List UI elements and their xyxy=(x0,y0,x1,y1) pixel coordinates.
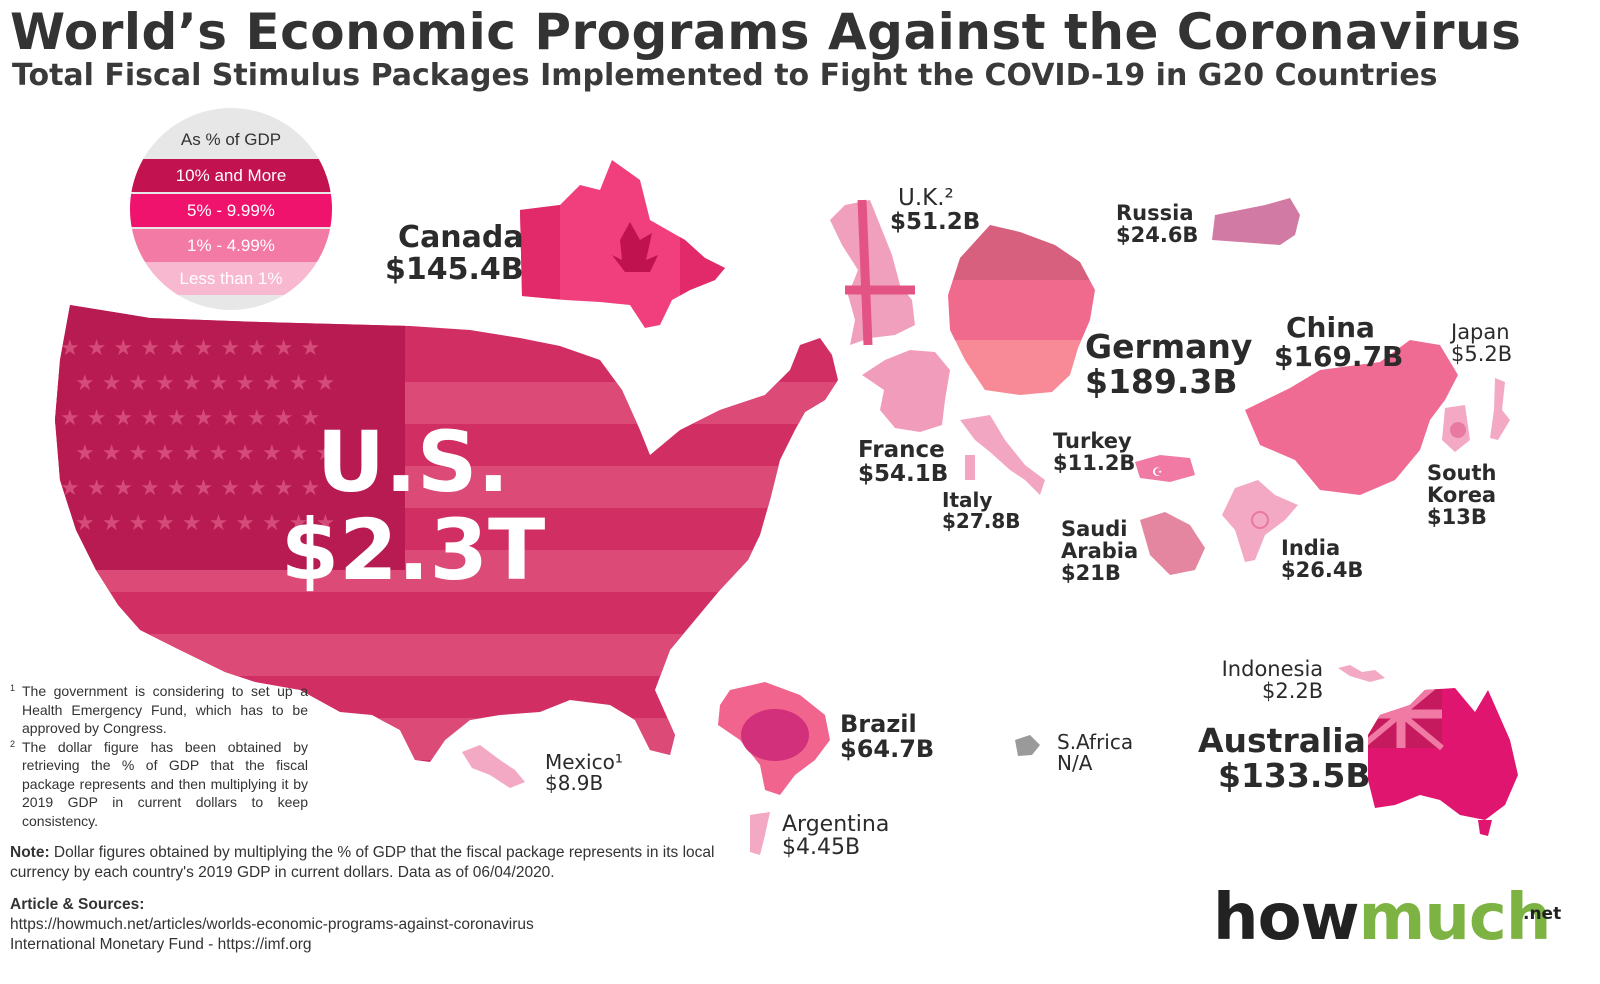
legend-title: As % of GDP xyxy=(180,130,282,149)
indonesia-shape xyxy=(1338,665,1385,682)
label-france: France $54.1B xyxy=(858,437,949,488)
legend-item-5-10: 5% - 9.99% xyxy=(130,194,332,227)
sardinia-shape xyxy=(965,455,975,480)
label-uk: U.K.² $51.2B xyxy=(890,185,981,236)
label-canada: Canada $145.4B xyxy=(385,220,524,287)
japan-shape xyxy=(1490,378,1510,440)
france-shape xyxy=(862,350,950,432)
south-africa-shape xyxy=(1015,735,1040,756)
howmuch-logo[interactable]: howmuch .net xyxy=(1213,881,1562,955)
legend-item-10-plus: 10% and More xyxy=(130,159,332,192)
source-link-imf[interactable]: International Monetary Fund - https://im… xyxy=(10,936,312,953)
note-label: Note: xyxy=(10,844,50,861)
page-title: World’s Economic Programs Against the Co… xyxy=(10,3,1522,61)
label-germany: Germany $189.3B xyxy=(1085,327,1253,401)
label-saudi-arabia: Saudi Arabia $21B xyxy=(1061,517,1139,586)
label-mexico: Mexico¹ $8.9B xyxy=(545,750,623,795)
label-india: India $26.4B xyxy=(1281,536,1364,583)
china-shape xyxy=(1245,340,1458,495)
label-australia: Australia $133.5B xyxy=(1198,721,1371,795)
label-russia: Russia $24.6B xyxy=(1116,201,1199,248)
sources: Article & Sources: https://howmuch.net/a… xyxy=(10,895,710,955)
page-subtitle: Total Fiscal Stimulus Packages Implement… xyxy=(12,58,1438,93)
svg-text:☪: ☪ xyxy=(1152,465,1163,479)
label-argentina: Argentina $4.45B xyxy=(782,812,890,861)
label-brazil: Brazil $64.7B xyxy=(840,710,935,764)
source-link-article[interactable]: https://howmuch.net/articles/worlds-econ… xyxy=(10,916,534,933)
canada-shape xyxy=(520,160,725,328)
sources-label: Article & Sources: xyxy=(10,896,145,913)
svg-text:★ ★ ★ ★ ★ ★ ★ ★ ★ ★: ★ ★ ★ ★ ★ ★ ★ ★ ★ ★ xyxy=(60,336,320,361)
legend: As % of GDP 10% and More 5% - 9.99% 1% -… xyxy=(130,108,332,310)
label-japan: Japan $5.2B xyxy=(1451,320,1513,367)
italy-shape xyxy=(960,415,1045,495)
turkey-shape xyxy=(1135,455,1195,482)
label-south-africa: S.Africa N/A xyxy=(1057,730,1134,775)
footnote-1: 1 The government is considering to set up… xyxy=(10,683,308,736)
tasmania-shape xyxy=(1478,820,1492,836)
svg-text:★ ★ ★ ★ ★ ★ ★ ★ ★ ★: ★ ★ ★ ★ ★ ★ ★ ★ ★ ★ xyxy=(75,511,335,536)
mexico-shape xyxy=(462,745,525,788)
argentina-shape xyxy=(750,812,770,855)
label-us: U.S. $2.3T xyxy=(268,420,558,592)
uk-shape xyxy=(830,199,915,346)
svg-text:★ ★ ★ ★ ★ ★ ★ ★ ★ ★: ★ ★ ★ ★ ★ ★ ★ ★ ★ ★ xyxy=(75,441,335,466)
label-indonesia: Indonesia $2.2B xyxy=(1221,657,1324,704)
note: Note: Dollar figures obtained by multipl… xyxy=(10,843,750,883)
svg-text:★ ★ ★ ★ ★ ★ ★ ★ ★ ★: ★ ★ ★ ★ ★ ★ ★ ★ ★ ★ xyxy=(60,476,320,501)
svg-text:★ ★ ★ ★ ★ ★ ★ ★ ★ ★: ★ ★ ★ ★ ★ ★ ★ ★ ★ ★ xyxy=(60,406,320,431)
label-south-korea: South Korea $13B xyxy=(1427,461,1497,530)
label-us-value: $2.3T xyxy=(280,501,546,599)
legend-item-less-1: Less than 1% xyxy=(130,262,332,295)
label-us-name: U.S. xyxy=(316,413,510,511)
svg-text:★ ★ ★ ★ ★ ★ ★ ★ ★ ★: ★ ★ ★ ★ ★ ★ ★ ★ ★ ★ xyxy=(75,371,335,396)
saudi-shape xyxy=(1140,512,1205,575)
legend-item-1-5: 1% - 4.99% xyxy=(130,229,332,262)
label-turkey: Turkey $11.2B xyxy=(1053,429,1136,476)
label-china: China $169.7B xyxy=(1274,311,1404,374)
india-shape xyxy=(1222,480,1298,562)
russia-shape xyxy=(1212,198,1300,245)
australia-shape xyxy=(1368,688,1518,820)
footnote-2: 2 The dollar figure has been obtained by … xyxy=(10,738,308,829)
footnotes: 1 The government is considering to set up… xyxy=(10,682,308,830)
note-text: Dollar figures obtained by multiplying t… xyxy=(10,844,715,881)
label-italy: Italy $27.8B xyxy=(942,488,1021,533)
